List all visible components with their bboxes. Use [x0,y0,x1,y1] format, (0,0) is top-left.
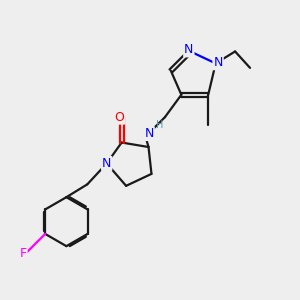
Text: H: H [156,120,163,130]
Text: N: N [213,56,223,69]
Text: N: N [144,127,154,140]
Text: F: F [20,247,27,260]
Text: N: N [184,44,194,56]
Text: N: N [102,157,111,170]
Text: O: O [114,111,124,124]
